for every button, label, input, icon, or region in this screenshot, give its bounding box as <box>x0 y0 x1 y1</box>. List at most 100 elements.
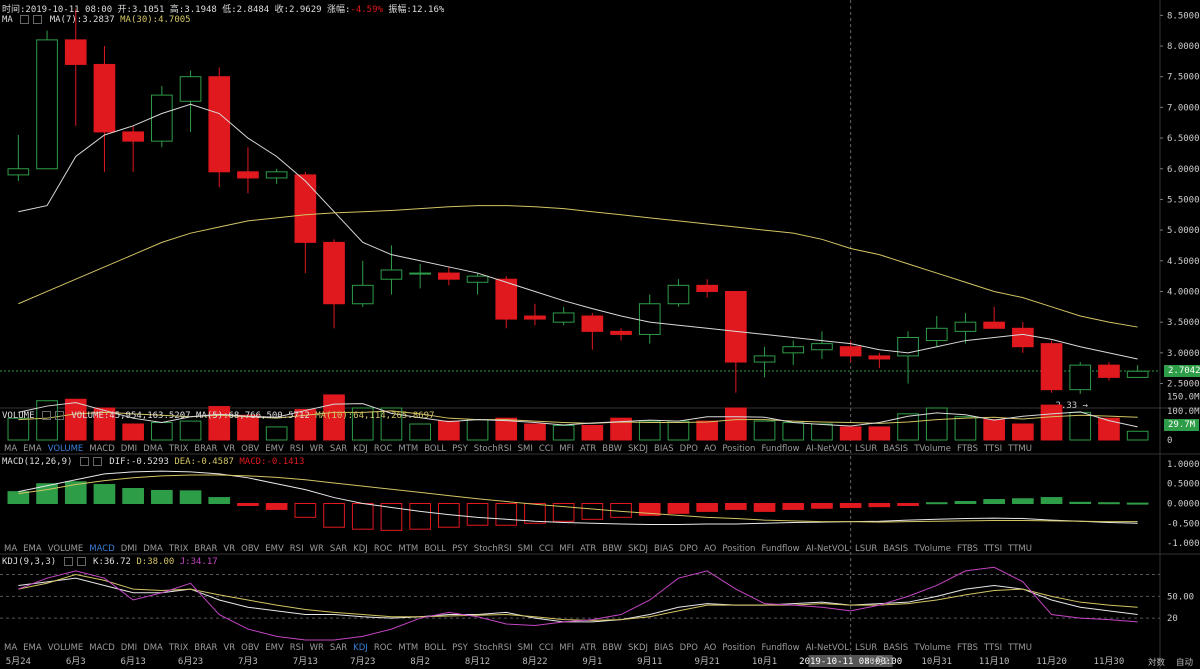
indicator-tab-dpo[interactable]: DPO <box>679 643 698 653</box>
indicator-tab-brar[interactable]: BRAR <box>194 444 218 454</box>
indicator-tab-ai-netvol[interactable]: AI-NetVOL <box>805 544 849 554</box>
indicator-tab-basis[interactable]: BASIS <box>883 444 909 454</box>
indicator-tab-volume[interactable]: VOLUME <box>47 444 84 454</box>
indicator-tab-obv[interactable]: OBV <box>241 643 260 653</box>
indicator-tab-ao[interactable]: AO <box>703 444 717 454</box>
indicator-tab-tvolume[interactable]: TVolume <box>914 643 951 653</box>
indicator-tab-basis[interactable]: BASIS <box>883 544 909 554</box>
close-icon[interactable] <box>33 15 43 24</box>
indicator-tab-cci[interactable]: CCI <box>538 643 554 653</box>
indicator-tab-bias[interactable]: BIAS <box>654 444 674 454</box>
indicator-tab-vr[interactable]: VR <box>223 544 236 554</box>
indicator-tab-brar[interactable]: BRAR <box>194 643 218 653</box>
indicator-tab-emv[interactable]: EMV <box>265 544 284 554</box>
indicator-tab-boll[interactable]: BOLL <box>424 643 447 653</box>
indicator-tab-skdj[interactable]: SKDJ <box>628 444 649 454</box>
indicator-tab-ttsi[interactable]: TTSI <box>984 544 1003 554</box>
indicator-tab-position[interactable]: Position <box>722 544 756 554</box>
settings-icon[interactable] <box>79 457 89 466</box>
indicator-tab-ema[interactable]: EMA <box>23 544 42 554</box>
indicator-tab-lsur[interactable]: LSUR <box>854 544 878 554</box>
indicator-tab-wr[interactable]: WR <box>309 643 324 653</box>
indicator-tab-ao[interactable]: AO <box>703 643 717 653</box>
indicator-tab-kdj[interactable]: KDJ <box>353 643 368 653</box>
log-scale-button[interactable]: 対数 <box>1148 658 1166 668</box>
close-icon[interactable] <box>54 411 64 420</box>
indicator-tab-boll[interactable]: BOLL <box>424 444 447 454</box>
indicator-tab-sar[interactable]: SAR <box>329 444 348 454</box>
settings-icon[interactable] <box>41 411 51 420</box>
indicator-tab-dmi[interactable]: DMI <box>120 643 138 653</box>
indicator-tab-roc[interactable]: ROC <box>373 444 393 454</box>
indicator-tab-ema[interactable]: EMA <box>23 444 42 454</box>
indicator-tab-position[interactable]: Position <box>722 643 756 653</box>
indicator-tab-brar[interactable]: BRAR <box>194 544 218 554</box>
indicator-tab-trix[interactable]: TRIX <box>168 544 189 554</box>
indicator-tab-tvolume[interactable]: TVolume <box>914 544 951 554</box>
indicator-tab-kdj[interactable]: KDJ <box>353 444 368 454</box>
indicator-tab-dma[interactable]: DMA <box>143 643 163 653</box>
indicator-tab-dmi[interactable]: DMI <box>120 544 138 554</box>
indicator-tab-mfi[interactable]: MFI <box>559 444 574 454</box>
indicator-tab-ttsi[interactable]: TTSI <box>984 643 1003 653</box>
indicator-tab-volume[interactable]: VOLUME <box>47 643 84 653</box>
indicator-tab-psy[interactable]: PSY <box>452 444 468 454</box>
indicator-tab-stochrsi[interactable]: StochRSI <box>473 544 512 554</box>
indicator-tab-position[interactable]: Position <box>722 444 756 454</box>
indicator-tab-ema[interactable]: EMA <box>23 643 42 653</box>
indicator-tab-smi[interactable]: SMI <box>517 643 533 653</box>
indicator-tab-mtm[interactable]: MTM <box>398 444 419 454</box>
indicator-tab-rsi[interactable]: RSI <box>289 643 304 653</box>
indicator-tab-stochrsi[interactable]: StochRSI <box>473 643 512 653</box>
indicator-tab-psy[interactable]: PSY <box>452 643 468 653</box>
indicator-tab-bbw[interactable]: BBW <box>602 444 623 454</box>
indicator-tab-kdj[interactable]: KDJ <box>353 544 368 554</box>
indicator-tab-volume[interactable]: VOLUME <box>47 544 84 554</box>
indicator-tab-trix[interactable]: TRIX <box>168 643 189 653</box>
indicator-tab-roc[interactable]: ROC <box>373 544 393 554</box>
indicator-tab-mfi[interactable]: MFI <box>559 643 574 653</box>
indicator-tab-atr[interactable]: ATR <box>579 544 597 554</box>
indicator-tab-bbw[interactable]: BBW <box>602 643 623 653</box>
indicator-tab-ttmu[interactable]: TTMU <box>1008 444 1032 454</box>
indicator-tab-ttmu[interactable]: TTMU <box>1008 643 1032 653</box>
indicator-tab-macd[interactable]: MACD <box>89 444 115 454</box>
indicator-tab-smi[interactable]: SMI <box>517 544 533 554</box>
indicator-tab-roc[interactable]: ROC <box>373 643 393 653</box>
indicator-tab-boll[interactable]: BOLL <box>424 544 447 554</box>
indicator-tab-dpo[interactable]: DPO <box>679 544 698 554</box>
indicator-tab-ftbs[interactable]: FTBS <box>957 643 979 653</box>
indicator-tab-vr[interactable]: VR <box>223 444 236 454</box>
indicator-tab-ttsi[interactable]: TTSI <box>984 444 1003 454</box>
settings-icon[interactable] <box>63 557 73 566</box>
indicator-tab-stochrsi[interactable]: StochRSI <box>473 444 512 454</box>
indicator-tab-vr[interactable]: VR <box>223 643 236 653</box>
indicator-tab-tvolume[interactable]: TVolume <box>914 444 951 454</box>
indicator-tab-rsi[interactable]: RSI <box>289 444 304 454</box>
indicator-tab-fundflow[interactable]: Fundflow <box>761 544 800 554</box>
indicator-tab-ttmu[interactable]: TTMU <box>1008 544 1032 554</box>
indicator-tab-atr[interactable]: ATR <box>579 444 597 454</box>
indicator-tab-dpo[interactable]: DPO <box>679 444 698 454</box>
indicator-tab-ftbs[interactable]: FTBS <box>957 444 979 454</box>
indicator-tab-bias[interactable]: BIAS <box>654 643 674 653</box>
close-icon[interactable] <box>92 457 102 466</box>
indicator-tab-skdj[interactable]: SKDJ <box>628 544 649 554</box>
indicator-tab-lsur[interactable]: LSUR <box>854 643 878 653</box>
indicator-tab-macd[interactable]: MACD <box>89 544 115 554</box>
indicator-tab-dma[interactable]: DMA <box>143 544 163 554</box>
indicator-tab-lsur[interactable]: LSUR <box>854 444 878 454</box>
indicator-tab-sar[interactable]: SAR <box>329 643 348 653</box>
indicator-tab-psy[interactable]: PSY <box>452 544 468 554</box>
indicator-tab-fundflow[interactable]: Fundflow <box>761 444 800 454</box>
indicator-tab-fundflow[interactable]: Fundflow <box>761 643 800 653</box>
indicator-tab-ma[interactable]: MA <box>4 544 18 554</box>
indicator-tab-sar[interactable]: SAR <box>329 544 348 554</box>
indicator-tab-ma[interactable]: MA <box>4 444 18 454</box>
indicator-tab-obv[interactable]: OBV <box>241 544 260 554</box>
indicator-tab-dma[interactable]: DMA <box>143 444 163 454</box>
indicator-tab-skdj[interactable]: SKDJ <box>628 643 649 653</box>
indicator-tab-ai-netvol[interactable]: AI-NetVOL <box>805 444 849 454</box>
indicator-tab-dmi[interactable]: DMI <box>120 444 138 454</box>
